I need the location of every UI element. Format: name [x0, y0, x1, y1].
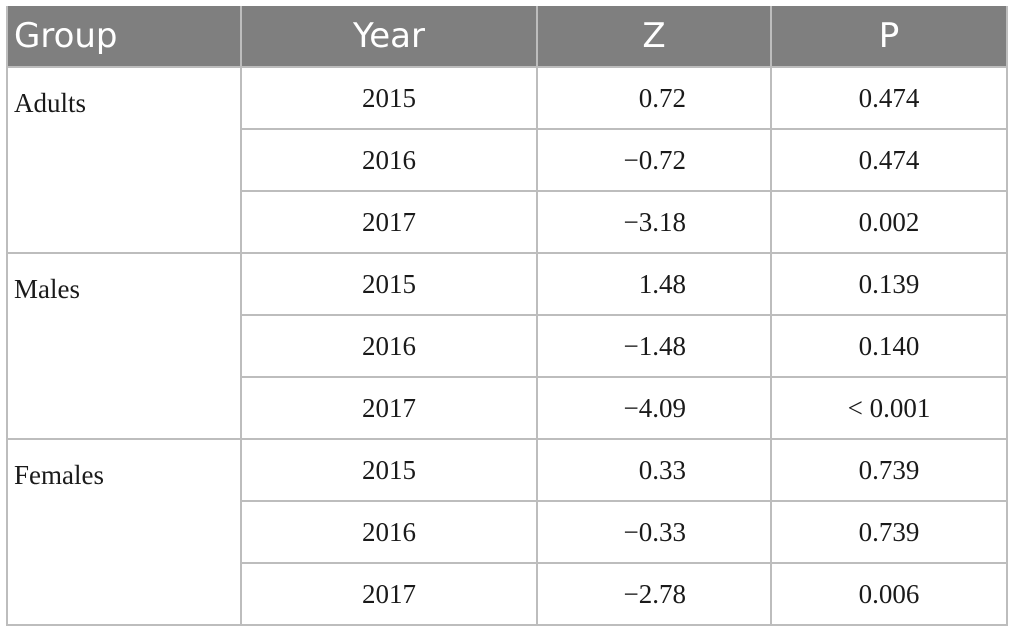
p-cell: 0.474 [770, 66, 1008, 130]
table-body: Adults 2015 0.72 0.474 2016 −0.72 0.474 … [6, 66, 1008, 626]
column-header-year: Year [240, 6, 538, 68]
z-cell: −1.48 [536, 314, 772, 378]
table-row: Males 2015 1.48 0.139 [6, 252, 1008, 440]
z-cell: −0.72 [536, 128, 772, 192]
table-row: Females 2015 0.33 0.739 [6, 438, 1008, 626]
group-cell-adults: Adults [6, 66, 242, 254]
p-cell: 0.739 [770, 500, 1008, 564]
p-cell: < 0.001 [770, 376, 1008, 440]
p-cell: 0.006 [770, 562, 1008, 626]
year-cell: 2017 [240, 190, 538, 254]
column-header-p: P [770, 6, 1008, 68]
group-cell-males: Males [6, 252, 242, 440]
z-cell: 1.48 [536, 252, 772, 316]
year-cell: 2015 [240, 252, 538, 316]
column-header-group: Group [6, 6, 242, 68]
table-row: 2016 −0.72 0.474 [7, 128, 1008, 192]
z-cell: 0.33 [536, 438, 772, 502]
header-row: Group Year Z P [6, 6, 1008, 68]
z-cell: −3.18 [536, 190, 772, 254]
z-cell: 0.72 [536, 66, 772, 130]
p-cell: 0.739 [770, 438, 1008, 502]
p-cell: 0.140 [770, 314, 1008, 378]
table-header: Group Year Z P [6, 6, 1008, 68]
column-header-z: Z [536, 6, 772, 68]
year-cell: 2016 [240, 128, 538, 192]
table-row: 2017 −3.18 0.002 [7, 190, 1008, 254]
z-cell: −4.09 [536, 376, 772, 440]
year-cell: 2016 [240, 314, 538, 378]
table-row: 2017 −4.09 < 0.001 [7, 376, 1008, 440]
year-cell: 2017 [240, 562, 538, 626]
z-cell: −2.78 [536, 562, 772, 626]
table-row: 2017 −2.78 0.006 [7, 562, 1008, 626]
year-cell: 2017 [240, 376, 538, 440]
group-cell-females: Females [6, 438, 242, 626]
year-cell: 2015 [240, 438, 538, 502]
year-cell: 2016 [240, 500, 538, 564]
table-row: 2016 −1.48 0.140 [7, 314, 1008, 378]
statistics-table: Group Year Z P Adults 2015 0.72 0.474 20… [6, 6, 1008, 626]
z-cell: −0.33 [536, 500, 772, 564]
table-row: 2016 −0.33 0.739 [7, 500, 1008, 564]
year-cell: 2015 [240, 66, 538, 130]
p-cell: 0.002 [770, 190, 1008, 254]
p-cell: 0.474 [770, 128, 1008, 192]
table-row: Adults 2015 0.72 0.474 [6, 66, 1008, 254]
p-cell: 0.139 [770, 252, 1008, 316]
